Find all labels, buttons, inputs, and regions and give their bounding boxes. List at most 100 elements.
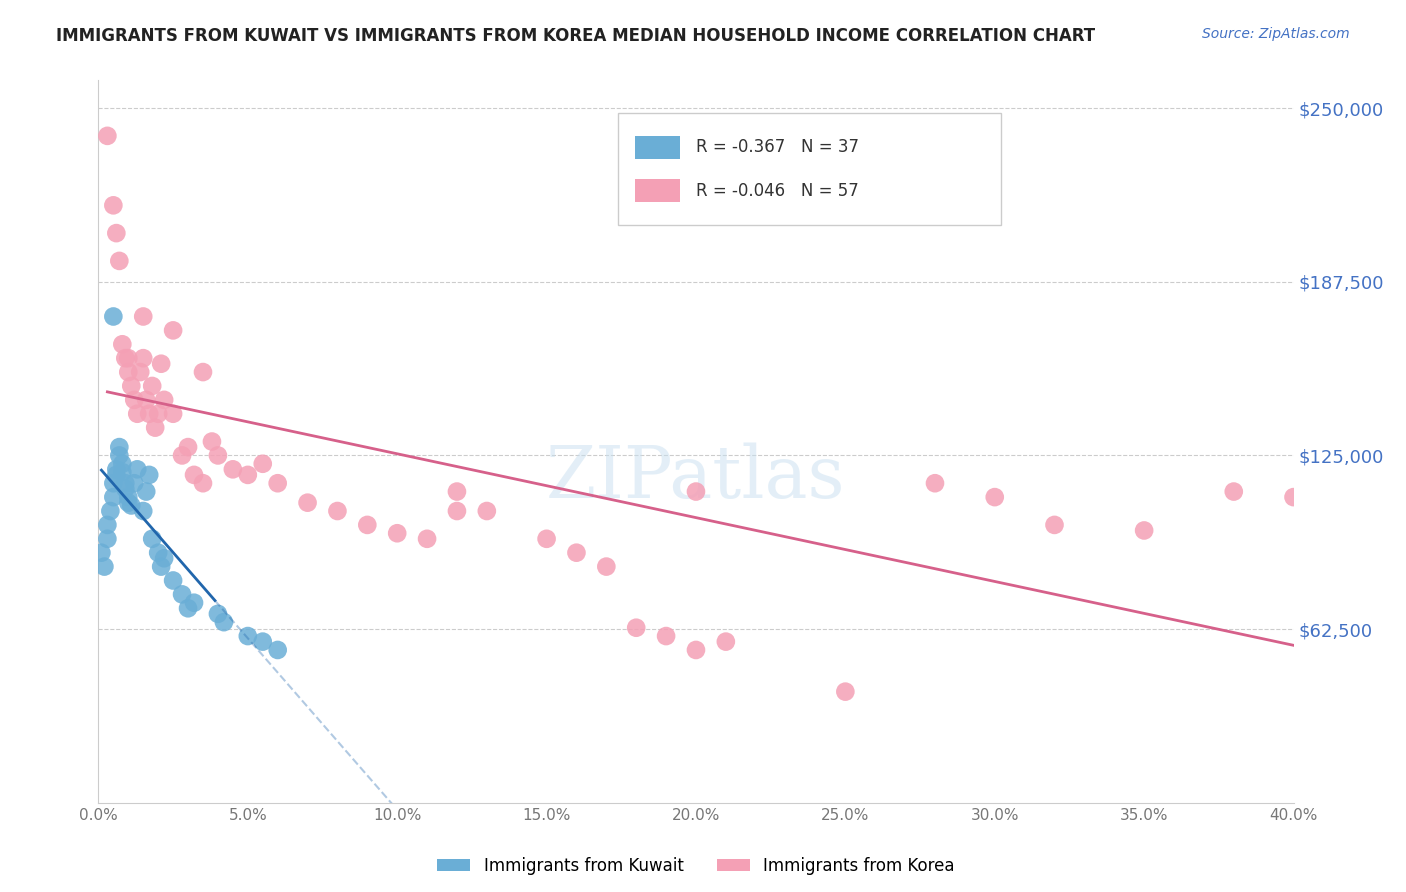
Point [207,449,229,463]
Point [1223,484,1246,499]
Point [446,484,468,499]
Point [150,357,173,371]
Point [111,465,134,479]
Point [153,551,176,566]
Point [135,392,157,407]
Point [153,392,176,407]
FancyBboxPatch shape [619,112,1001,225]
Point [685,484,707,499]
Point [117,365,139,379]
Point [127,407,149,421]
Point [201,434,224,449]
Point [103,476,125,491]
Point [108,449,131,463]
Point [252,634,274,648]
Point [138,407,160,421]
Point [222,462,245,476]
Point [446,504,468,518]
Point [183,467,205,482]
Point [114,351,136,366]
Point [297,496,319,510]
Point [1043,517,1066,532]
Point [385,526,409,541]
Point [356,517,378,532]
Point [162,323,184,337]
Point [595,559,617,574]
Point [1133,524,1156,538]
Text: ZIPatlas: ZIPatlas [546,442,846,513]
Point [655,629,678,643]
Point [141,379,163,393]
FancyBboxPatch shape [636,136,681,159]
Point [103,490,125,504]
Point [127,462,149,476]
Point [117,496,139,510]
Point [143,420,166,434]
Point [150,559,173,574]
Point [96,128,118,143]
Point [138,467,160,482]
Point [475,504,498,518]
Point [191,476,214,491]
Point [103,198,125,212]
Point [105,226,128,240]
Point [96,532,118,546]
Point [111,457,134,471]
Point [236,467,259,482]
Point [536,532,558,546]
Point [172,449,194,463]
Point [626,621,648,635]
Point [132,310,155,324]
Point [172,587,194,601]
Point [141,532,163,546]
FancyBboxPatch shape [636,179,681,202]
Point [177,440,200,454]
Point [177,601,200,615]
Point [108,440,131,454]
Point [267,476,290,491]
Point [834,684,856,698]
Point [162,407,184,421]
Point [267,643,290,657]
Point [132,504,155,518]
Point [162,574,184,588]
Point [565,546,588,560]
Point [108,253,131,268]
Point [105,462,128,476]
Point [103,310,125,324]
Point [207,607,229,621]
Point [685,643,707,657]
Point [90,546,112,560]
Text: R = -0.367   N = 37: R = -0.367 N = 37 [696,138,859,156]
Point [124,392,146,407]
Point [105,467,128,482]
Point [93,559,115,574]
Point [114,476,136,491]
Legend: Immigrants from Kuwait, Immigrants from Korea: Immigrants from Kuwait, Immigrants from … [430,850,962,881]
Point [114,482,136,496]
Point [984,490,1007,504]
Point [191,365,214,379]
Point [416,532,439,546]
Point [148,407,170,421]
Point [252,457,274,471]
Text: Source: ZipAtlas.com: Source: ZipAtlas.com [1202,27,1350,41]
Point [924,476,946,491]
Point [96,517,118,532]
Point [120,379,142,393]
Point [326,504,349,518]
Point [117,351,139,366]
Point [98,504,122,518]
Point [236,629,259,643]
Point [183,596,205,610]
Text: R = -0.046   N = 57: R = -0.046 N = 57 [696,182,859,200]
Point [148,546,170,560]
Text: IMMIGRANTS FROM KUWAIT VS IMMIGRANTS FROM KOREA MEDIAN HOUSEHOLD INCOME CORRELAT: IMMIGRANTS FROM KUWAIT VS IMMIGRANTS FRO… [56,27,1095,45]
Point [132,351,155,366]
Point [129,365,152,379]
Point [212,615,235,630]
Point [714,634,737,648]
Point [120,499,142,513]
Point [124,476,146,491]
Point [135,484,157,499]
